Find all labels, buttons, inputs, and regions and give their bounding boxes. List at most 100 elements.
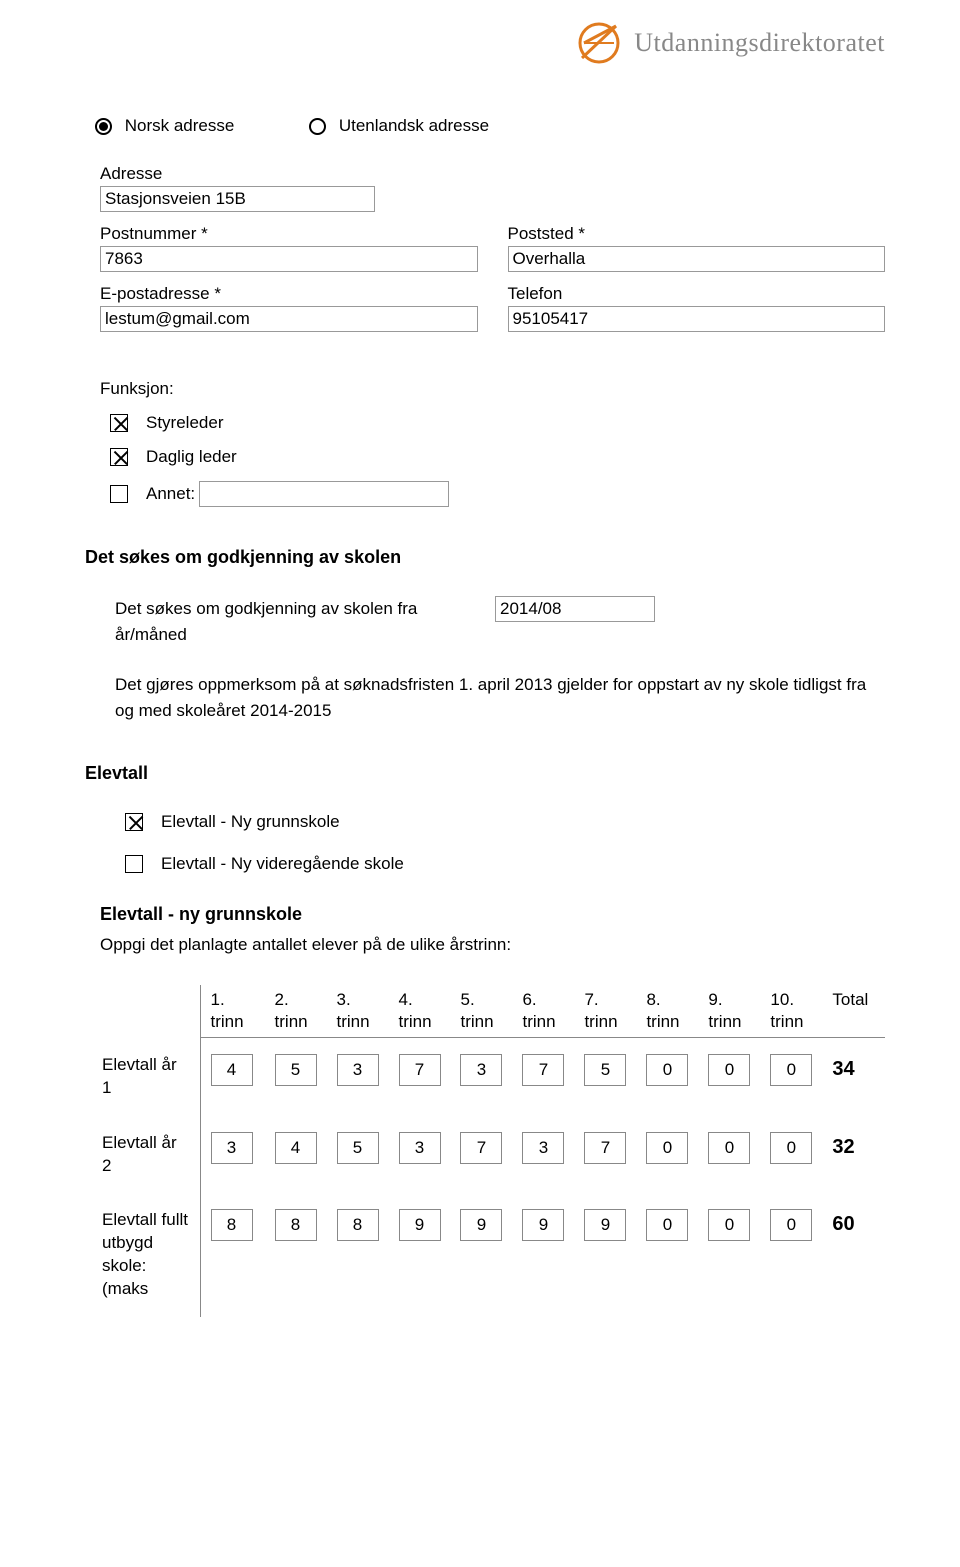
checkbox-label: Styreleder bbox=[146, 413, 223, 433]
row-label: Elevtall år 1 bbox=[100, 1038, 200, 1116]
radio-icon bbox=[309, 118, 326, 135]
value-box[interactable]: 4 bbox=[211, 1054, 253, 1086]
value-box[interactable]: 3 bbox=[460, 1054, 502, 1086]
table-header: 2.trinn bbox=[273, 985, 335, 1038]
radio-label: Utenlandsk adresse bbox=[339, 116, 489, 135]
table-cell: 5 bbox=[335, 1116, 397, 1194]
checkbox-daglig-leder[interactable]: Daglig leder bbox=[100, 447, 885, 467]
table-cell: 9 bbox=[458, 1193, 520, 1317]
value-box[interactable]: 3 bbox=[337, 1054, 379, 1086]
poststed-input[interactable] bbox=[508, 246, 886, 272]
checkbox-icon bbox=[125, 855, 143, 873]
value-box[interactable]: 5 bbox=[337, 1132, 379, 1164]
table-header: 9.trinn bbox=[706, 985, 768, 1038]
table-cell: 0 bbox=[768, 1193, 830, 1317]
value-box[interactable]: 0 bbox=[708, 1209, 750, 1241]
value-box[interactable]: 0 bbox=[646, 1209, 688, 1241]
value-box[interactable]: 0 bbox=[770, 1209, 812, 1241]
row-total: 34 bbox=[830, 1038, 885, 1116]
table-cell: 9 bbox=[582, 1193, 644, 1317]
table-header: 7.trinn bbox=[582, 985, 644, 1038]
adresse-label: Adresse bbox=[100, 164, 885, 184]
checkbox-label: Elevtall - Ny grunnskole bbox=[161, 812, 340, 832]
table-cell: 8 bbox=[273, 1193, 335, 1317]
table-header: 5.trinn bbox=[458, 985, 520, 1038]
checkbox-label: Elevtall - Ny videregående skole bbox=[161, 854, 404, 874]
value-box[interactable]: 8 bbox=[275, 1209, 317, 1241]
value-box[interactable]: 5 bbox=[275, 1054, 317, 1086]
table-header: 8.trinn bbox=[644, 985, 706, 1038]
table-cell: 4 bbox=[273, 1116, 335, 1194]
elevtall-table: 1.trinn2.trinn3.trinn4.trinn5.trinn6.tri… bbox=[100, 985, 885, 1317]
value-box[interactable]: 9 bbox=[460, 1209, 502, 1241]
value-box[interactable]: 8 bbox=[211, 1209, 253, 1241]
value-box[interactable]: 9 bbox=[584, 1209, 626, 1241]
checkbox-icon bbox=[110, 485, 128, 503]
value-box[interactable]: 3 bbox=[399, 1132, 441, 1164]
checkbox-ny-vgs[interactable]: Elevtall - Ny videregående skole bbox=[115, 854, 885, 874]
telefon-label: Telefon bbox=[508, 284, 886, 304]
value-box[interactable]: 9 bbox=[522, 1209, 564, 1241]
table-row: Elevtall år 2345373700032 bbox=[100, 1116, 885, 1194]
table-cell: 0 bbox=[768, 1038, 830, 1116]
godkjenning-sublabel: Det søkes om godkjenning av skolen fra å… bbox=[115, 596, 455, 647]
elevtall-heading: Elevtall bbox=[85, 763, 885, 784]
table-cell: 3 bbox=[335, 1038, 397, 1116]
table-cell: 0 bbox=[644, 1193, 706, 1317]
annet-input[interactable] bbox=[199, 481, 449, 507]
year-input[interactable] bbox=[495, 596, 655, 622]
value-box[interactable]: 7 bbox=[399, 1054, 441, 1086]
table-cell: 7 bbox=[582, 1116, 644, 1194]
value-box[interactable]: 0 bbox=[708, 1054, 750, 1086]
checkbox-ny-grunnskole[interactable]: Elevtall - Ny grunnskole bbox=[115, 812, 885, 832]
funksjon-heading: Funksjon: bbox=[100, 379, 885, 399]
value-box[interactable]: 3 bbox=[522, 1132, 564, 1164]
elevtall-sub-heading: Elevtall - ny grunnskole bbox=[85, 904, 885, 925]
value-box[interactable]: 0 bbox=[708, 1132, 750, 1164]
table-cell: 7 bbox=[520, 1038, 582, 1116]
value-box[interactable]: 3 bbox=[211, 1132, 253, 1164]
postnummer-label: Postnummer * bbox=[100, 224, 478, 244]
table-cell: 3 bbox=[200, 1116, 273, 1194]
value-box[interactable]: 0 bbox=[770, 1132, 812, 1164]
value-box[interactable]: 7 bbox=[584, 1132, 626, 1164]
poststed-label: Poststed * bbox=[508, 224, 886, 244]
checkbox-icon bbox=[110, 448, 128, 466]
telefon-input[interactable] bbox=[508, 306, 886, 332]
value-box[interactable]: 0 bbox=[646, 1054, 688, 1086]
value-box[interactable]: 8 bbox=[337, 1209, 379, 1241]
radio-icon bbox=[95, 118, 112, 135]
table-cell: 3 bbox=[520, 1116, 582, 1194]
logo-text: Utdanningsdirektoratet bbox=[634, 28, 885, 58]
adresse-input[interactable] bbox=[100, 186, 375, 212]
radio-utenlandsk-adresse[interactable]: Utenlandsk adresse bbox=[309, 116, 489, 136]
epost-input[interactable] bbox=[100, 306, 478, 332]
table-header: 3.trinn bbox=[335, 985, 397, 1038]
table-cell: 5 bbox=[273, 1038, 335, 1116]
epost-label: E-postadresse * bbox=[100, 284, 478, 304]
table-header: 1.trinn bbox=[200, 985, 273, 1038]
table-header: 10.trinn bbox=[768, 985, 830, 1038]
table-cell: 0 bbox=[768, 1116, 830, 1194]
value-box[interactable]: 4 bbox=[275, 1132, 317, 1164]
checkbox-styreleder[interactable]: Styreleder bbox=[100, 413, 885, 433]
table-cell: 7 bbox=[458, 1116, 520, 1194]
table-cell: 0 bbox=[644, 1038, 706, 1116]
table-cell: 8 bbox=[335, 1193, 397, 1317]
table-row: Elevtall år 1453737500034 bbox=[100, 1038, 885, 1116]
row-label: Elevtall år 2 bbox=[100, 1116, 200, 1194]
value-box[interactable]: 0 bbox=[646, 1132, 688, 1164]
checkbox-annet[interactable]: Annet: bbox=[100, 481, 885, 507]
value-box[interactable]: 7 bbox=[460, 1132, 502, 1164]
table-header-blank bbox=[100, 985, 200, 1038]
table-row: Elevtall fullt utbygd skole: (maks888999… bbox=[100, 1193, 885, 1317]
checkbox-label: Daglig leder bbox=[146, 447, 237, 467]
value-box[interactable]: 7 bbox=[522, 1054, 564, 1086]
radio-norsk-adresse[interactable]: Norsk adresse bbox=[95, 116, 234, 136]
value-box[interactable]: 0 bbox=[770, 1054, 812, 1086]
table-cell: 3 bbox=[458, 1038, 520, 1116]
value-box[interactable]: 9 bbox=[399, 1209, 441, 1241]
postnummer-input[interactable] bbox=[100, 246, 478, 272]
table-cell: 9 bbox=[520, 1193, 582, 1317]
value-box[interactable]: 5 bbox=[584, 1054, 626, 1086]
